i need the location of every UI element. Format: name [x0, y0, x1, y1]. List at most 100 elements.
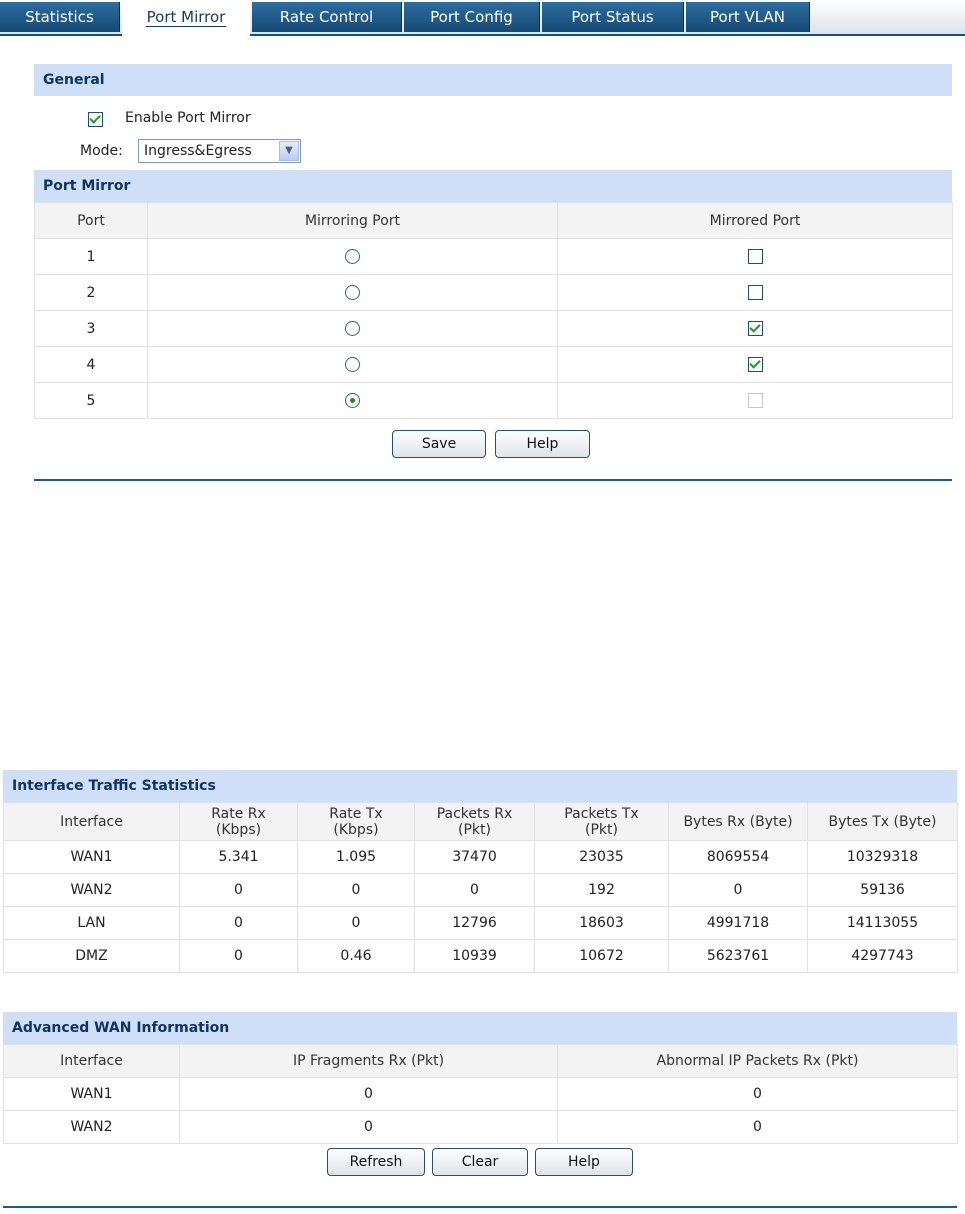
port-mirror-header: Port Mirror: [34, 170, 952, 202]
table-cell: 1.095: [297, 840, 415, 874]
table-row: WAN1 0 0: [3, 1077, 958, 1111]
table-cell: 4991718: [668, 906, 808, 940]
column-header: Rate Tx (Kbps): [297, 802, 415, 841]
table-header-row: Interface Rate Rx (Kbps) Rate Tx (Kbps) Pa…: [3, 802, 958, 841]
tab-rate-control[interactable]: Rate Control: [252, 2, 402, 32]
mode-select[interactable]: Ingress&Egress ▼: [138, 139, 301, 163]
tab-label: Port VLAN: [710, 8, 785, 26]
table-cell: WAN2: [3, 873, 180, 907]
table-cell: 0: [179, 1077, 558, 1111]
table-cell: 0: [668, 873, 808, 907]
mirroring-port-radio-2[interactable]: [345, 285, 360, 300]
advanced-wan-table: Interface IP Fragments Rx (Pkt) Abnormal…: [3, 1044, 958, 1144]
table-cell: DMZ: [3, 939, 180, 973]
table-row: DMZ 0 0.46 10939 10672 5623761 4297743: [3, 939, 958, 973]
mode-label: Mode:: [80, 143, 123, 159]
tab-port-config[interactable]: Port Config: [404, 2, 540, 32]
table-row: 1: [34, 238, 953, 275]
tab-label: Statistics: [25, 8, 94, 26]
refresh-button[interactable]: Refresh: [327, 1148, 425, 1176]
table-row: WAN2 0 0: [3, 1110, 958, 1144]
table-cell: WAN1: [3, 840, 180, 874]
port-number: 5: [34, 382, 148, 419]
table-cell: 0: [557, 1110, 958, 1144]
mirrored-port-checkbox-5: [747, 393, 763, 408]
mirrored-port-cell: [557, 382, 953, 419]
save-button[interactable]: Save: [392, 430, 486, 458]
table-cell: WAN1: [3, 1077, 180, 1111]
column-header-label: Interface: [60, 813, 123, 830]
mirroring-port-cell: [147, 346, 558, 383]
port-number: 1: [34, 238, 148, 275]
mirrored-port-checkbox-4[interactable]: [747, 357, 763, 372]
tab-label: Port Config: [430, 8, 513, 26]
mirroring-port-radio-1[interactable]: [345, 249, 360, 264]
table-cell: 23035: [534, 840, 669, 874]
tab-port-vlan[interactable]: Port VLAN: [686, 2, 810, 32]
port-number: 2: [34, 274, 148, 311]
tab-label: Rate Control: [279, 8, 374, 26]
column-header-label: Packets Rx: [436, 805, 513, 822]
mirrored-port-checkbox-1[interactable]: [747, 249, 763, 264]
mirrored-port-cell: [557, 310, 953, 347]
mirroring-port-radio-4[interactable]: [345, 357, 360, 372]
tab-port-status[interactable]: Port Status: [542, 2, 684, 32]
column-header: Mirrored Port: [557, 202, 953, 239]
column-header: Port: [34, 202, 148, 239]
table-cell: 0: [179, 1110, 558, 1144]
column-header: Bytes Tx (Byte): [807, 802, 958, 841]
column-header: Packets Tx (Pkt): [534, 802, 669, 841]
traffic-statistics-header: Interface Traffic Statistics: [3, 770, 957, 802]
table-row: 4: [34, 346, 953, 383]
section-divider: [3, 1206, 957, 1208]
mirrored-port-checkbox-2[interactable]: [747, 285, 763, 300]
mode-select-value: Ingress&Egress: [144, 143, 252, 159]
table-header-row: Port Mirroring Port Mirrored Port: [34, 202, 953, 239]
clear-button[interactable]: Clear: [432, 1148, 528, 1176]
table-cell: 0: [179, 939, 298, 973]
column-header-label: Bytes Tx (Byte): [828, 813, 937, 830]
table-cell: 0: [557, 1077, 958, 1111]
tab-label: Port Mirror: [145, 8, 227, 27]
mirrored-port-cell: [557, 346, 953, 383]
column-header: Abnormal IP Packets Rx (Pkt): [557, 1044, 958, 1078]
column-header-unit: (Kbps): [333, 821, 379, 838]
column-header-unit: (Kbps): [215, 821, 262, 838]
table-cell: 192: [534, 873, 669, 907]
table-row: WAN2 0 0 0 192 0 59136: [3, 873, 958, 907]
table-cell: 0.46: [297, 939, 415, 973]
table-row: 5: [34, 382, 953, 419]
mirroring-port-radio-3[interactable]: [345, 321, 360, 336]
tab-bar: Statistics Port Mirror Rate Control Port…: [0, 0, 965, 36]
table-cell: 10672: [534, 939, 669, 973]
port-mirror-table: Port Mirroring Port Mirrored Port 1 2 3 …: [34, 202, 953, 419]
tab-statistics[interactable]: Statistics: [0, 2, 120, 32]
chevron-down-icon[interactable]: ▼: [279, 141, 299, 161]
tab-port-mirror[interactable]: Port Mirror: [122, 0, 250, 36]
column-header-label: Rate Rx: [211, 805, 266, 822]
mirrored-port-checkbox-3[interactable]: [747, 321, 763, 336]
port-number: 3: [34, 310, 148, 347]
help-button[interactable]: Help: [535, 1148, 633, 1176]
mirroring-port-radio-5[interactable]: [345, 393, 360, 408]
table-cell: 59136: [807, 873, 958, 907]
enable-port-mirror-checkbox[interactable]: [88, 112, 103, 127]
mirroring-port-cell: [147, 382, 558, 419]
table-cell: 5623761: [668, 939, 808, 973]
column-header-unit: (Pkt): [458, 821, 491, 838]
column-header-unit: (Pkt): [585, 821, 618, 838]
tab-label: Port Status: [571, 8, 654, 26]
help-button[interactable]: Help: [495, 430, 590, 458]
table-cell: WAN2: [3, 1110, 180, 1144]
column-header: Rate Rx (Kbps): [179, 802, 298, 841]
table-row: 2: [34, 274, 953, 311]
column-header-label: Rate Tx: [329, 805, 383, 822]
mirroring-port-cell: [147, 310, 558, 347]
table-cell: 0: [179, 906, 298, 940]
column-header-label: Bytes Rx (Byte): [683, 813, 793, 830]
table-row: 3: [34, 310, 953, 347]
column-header: Packets Rx (Pkt): [414, 802, 535, 841]
table-cell: 0: [297, 873, 415, 907]
advanced-wan-header: Advanced WAN Information: [3, 1012, 957, 1044]
table-cell: LAN: [3, 906, 180, 940]
